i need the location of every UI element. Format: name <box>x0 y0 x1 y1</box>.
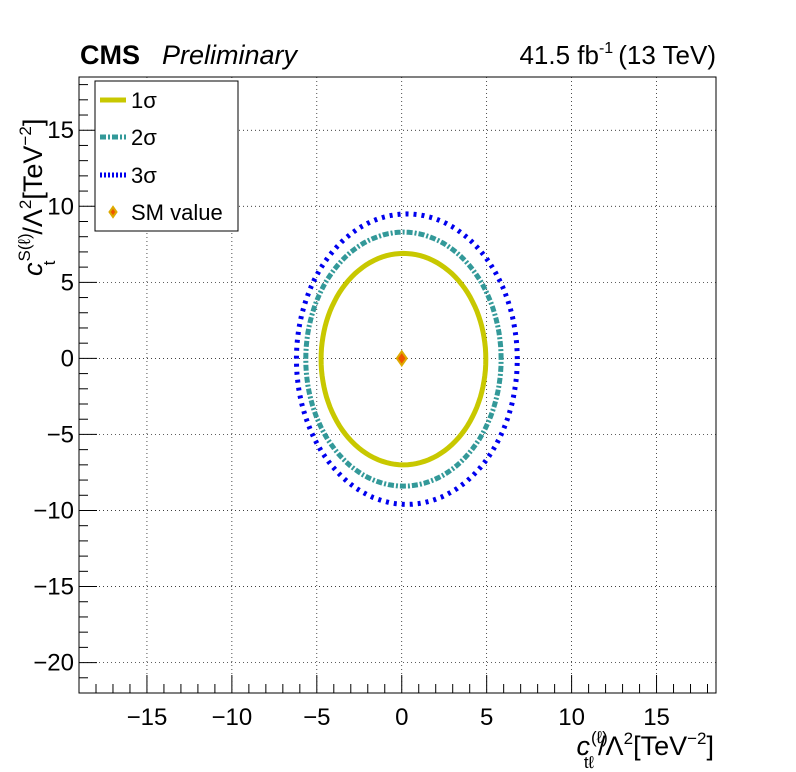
y-tick-label: 5 <box>61 269 74 296</box>
legend-swatch-sm <box>108 205 118 219</box>
legend-label-sm: SM value <box>131 200 223 225</box>
x-tick-labels: −15 −10 −5 0 5 10 15 <box>127 704 670 731</box>
x-tick-label: 10 <box>558 704 585 731</box>
legend-label-3sigma: 3σ <box>131 163 157 188</box>
x-tick-label: 15 <box>643 704 670 731</box>
contour-2sigma <box>303 229 504 489</box>
legend: 1σ 2σ 3σ SM value <box>94 80 239 232</box>
y-tick-label: 15 <box>47 117 74 144</box>
legend-label-2sigma: 2σ <box>131 125 157 150</box>
contour-1sigma <box>318 250 489 468</box>
status-label: Preliminary <box>162 40 299 70</box>
sm-value-marker <box>395 349 408 368</box>
y-tick-label: −5 <box>47 421 74 448</box>
y-tick-label: −10 <box>33 497 74 524</box>
energy-value: (13 TeV) <box>618 40 716 70</box>
y-tick-label: −15 <box>33 574 74 601</box>
y-tick-label: 0 <box>61 345 74 372</box>
axis-ticks <box>78 84 709 694</box>
x-tick-label: 5 <box>480 704 493 731</box>
x-tick-label: −10 <box>212 704 253 731</box>
legend-box <box>94 80 239 232</box>
lumi-exponent: -1 <box>599 40 613 57</box>
experiment-label: CMS <box>80 40 140 70</box>
lumi-value: 41.5 fb <box>519 40 599 70</box>
sm-value-group <box>395 349 408 368</box>
x-tick-label: 0 <box>395 704 408 731</box>
grid-lines <box>79 77 716 693</box>
contour-series <box>293 211 520 507</box>
y-axis-title: cS(ℓ)t/Λ2[TeV−2] <box>15 119 59 276</box>
lumi-label: 41.5 fb-1 (13 TeV) <box>519 40 716 70</box>
contour-3sigma <box>293 211 520 507</box>
y-tick-label: −20 <box>33 650 74 677</box>
legend-label-1sigma: 1σ <box>131 88 157 113</box>
x-axis-title: c(ℓ) tℓ/Λ2[TeV−2] <box>577 728 715 772</box>
x-tick-label: −15 <box>127 704 168 731</box>
y-tick-label: 10 <box>47 193 74 220</box>
legend-marker-sm <box>108 205 118 219</box>
y-tick-labels: −20 −15 −10 −5 0 5 10 15 <box>33 117 74 676</box>
x-tick-label: −5 <box>303 704 330 731</box>
